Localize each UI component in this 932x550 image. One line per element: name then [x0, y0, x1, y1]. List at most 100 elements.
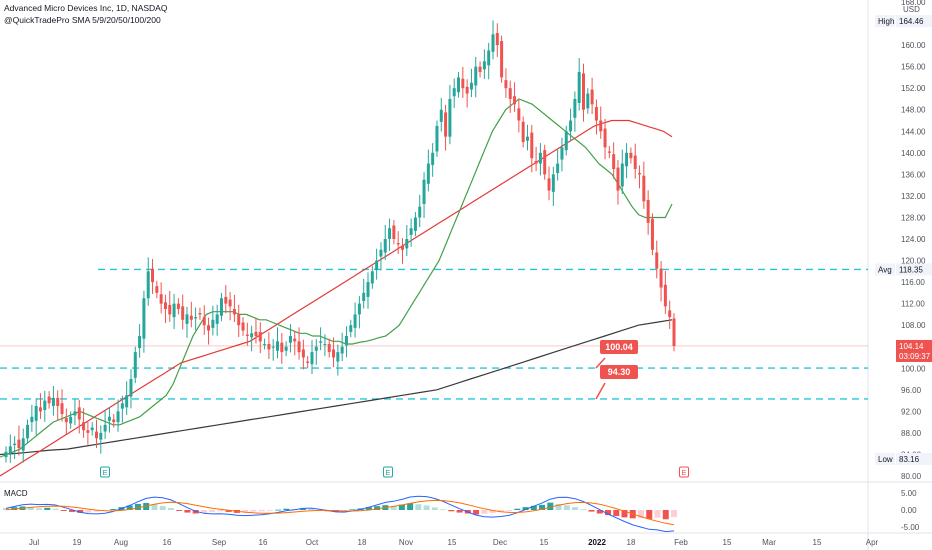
- candle-body-56: [245, 334, 249, 336]
- time-label-14: Feb: [674, 538, 688, 547]
- price-tick-3: 156.00: [901, 63, 926, 72]
- macd-bar-61: [506, 510, 513, 511]
- price-axis[interactable]: 168.00164.00160.00156.00152.00148.00144.…: [875, 0, 932, 481]
- price-tick-7: 140.00: [901, 149, 926, 158]
- callout-box-1: [600, 365, 638, 379]
- price-tick-15: 108.00: [901, 321, 926, 330]
- candle-body-14: [64, 418, 68, 423]
- candle-body-11: [51, 397, 55, 406]
- macd-bar-71: [588, 510, 595, 512]
- macd-bar-45: [374, 506, 381, 510]
- earnings-marker-2: E: [679, 466, 689, 478]
- price-tick-8: 136.00: [901, 170, 926, 179]
- macd-bar-21: [176, 510, 183, 511]
- candle-body-17: [77, 407, 81, 420]
- candle-body-41: [181, 306, 185, 320]
- candle-body-75: [327, 344, 331, 353]
- time-label-17: 15: [813, 538, 822, 547]
- candle-body-94: [409, 228, 413, 235]
- level-callout-0: 100.04: [595, 340, 638, 369]
- earnings-text-2: E: [681, 468, 686, 477]
- candle-body-4: [21, 438, 25, 451]
- candle-body-6: [30, 416, 34, 423]
- last-price-value: 104.14: [899, 342, 924, 351]
- candle-body-80: [349, 325, 353, 332]
- moving-averages: [0, 98, 673, 477]
- candle-body-37: [163, 302, 167, 310]
- candle-body-148: [642, 175, 646, 202]
- macd-axis: 5.00 0.00 -5.00: [901, 489, 920, 532]
- candle-body-43: [189, 315, 193, 320]
- macd-bar-10: [85, 510, 92, 513]
- candle-body-55: [241, 322, 245, 331]
- callout-pointer-1: [595, 382, 606, 400]
- candle-body-109: [474, 66, 478, 86]
- candle-body-132: [573, 98, 577, 118]
- candle-body-115: [500, 41, 504, 78]
- candle-body-124: [538, 152, 542, 164]
- price-tick-5: 148.00: [901, 106, 926, 115]
- candle-body-85: [370, 271, 374, 284]
- macd-label[interactable]: MACD: [4, 489, 28, 498]
- price-tick-2: 160.00: [901, 41, 926, 50]
- macd-bar-70: [580, 509, 587, 511]
- candle-body-74: [323, 344, 327, 346]
- price-tick-17: 100.00: [901, 364, 926, 373]
- candle-body-23: [103, 424, 107, 432]
- candle-body-141: [612, 154, 616, 169]
- candle-body-60: [263, 344, 267, 346]
- macd-bar-54: [448, 510, 455, 512]
- low-tag-value-bg: [896, 452, 932, 465]
- macd-bar-16: [134, 503, 141, 510]
- time-axis[interactable]: Jul 19 Aug 16 Sep 16 Oct 18 Nov 15 Dec 15 2022 18 Feb 1…: [29, 538, 879, 547]
- candle-body-112: [487, 50, 491, 66]
- candle-body-8: [38, 407, 42, 412]
- level-callouts[interactable]: 100.04 94.30: [595, 340, 638, 400]
- macd-bar-41: [341, 510, 348, 511]
- candle-body-3: [17, 439, 21, 448]
- candle-body-0: [4, 451, 8, 458]
- high-tag-label-bg: [875, 15, 895, 28]
- macd-bar-47: [390, 505, 397, 510]
- candle-body-38: [168, 304, 172, 315]
- price-tick-18: 96.00: [901, 386, 922, 395]
- candle-body-42: [185, 314, 189, 324]
- symbol-title[interactable]: Advanced Micro Devices Inc, 1D, NASDAQ: [4, 3, 168, 13]
- candle-body-16: [73, 411, 77, 416]
- candle-body-48: [211, 319, 215, 328]
- earnings-text-0: E: [102, 468, 107, 477]
- candle-body-1: [8, 446, 12, 454]
- macd-line: [5, 495, 675, 533]
- macd-bar-31: [258, 510, 265, 512]
- candle-body-68: [297, 341, 301, 353]
- high-tag-value-bg: [896, 15, 932, 28]
- candle-body-127: [551, 174, 555, 192]
- macd-tick-1: 0.00: [901, 506, 917, 515]
- candle-body-116: [504, 80, 508, 89]
- macd-bar-80: [662, 510, 669, 520]
- candle-body-96: [418, 206, 422, 218]
- candle-body-83: [362, 292, 366, 301]
- time-label-7: 18: [358, 538, 367, 547]
- macd-bar-53: [440, 509, 447, 511]
- earnings-box-1: [383, 466, 393, 478]
- macd-bar-3: [27, 507, 34, 510]
- macd-bar-42: [349, 509, 356, 511]
- indicator-title[interactable]: @QuickTradePro SMA 5/9/20/50/100/200: [4, 15, 161, 25]
- candle-body-49: [215, 314, 219, 324]
- candle-body-150: [650, 218, 654, 250]
- candles: [4, 20, 676, 463]
- macd-bar-49: [407, 503, 414, 510]
- candle-body-59: [258, 331, 262, 342]
- candle-body-110: [478, 66, 482, 73]
- macd-bar-62: [514, 508, 521, 510]
- candle-body-40: [176, 303, 180, 310]
- macd-tick-0: 5.00: [901, 489, 917, 498]
- macd-bar-22: [184, 510, 191, 513]
- macd-bar-7: [60, 510, 67, 511]
- macd-bar-27: [225, 510, 232, 512]
